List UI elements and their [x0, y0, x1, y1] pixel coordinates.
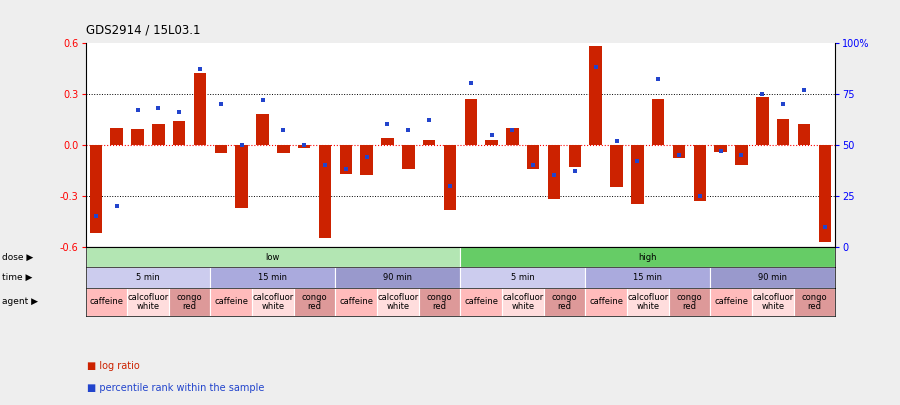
Bar	[710, 267, 835, 288]
Bar	[214, 145, 227, 153]
Bar	[194, 73, 206, 145]
Bar	[444, 145, 456, 209]
Bar	[590, 46, 602, 145]
Text: calcofluor
white: calcofluor white	[502, 292, 544, 311]
Text: caffeine: caffeine	[714, 297, 748, 307]
Bar	[756, 97, 769, 145]
Text: 90 min: 90 min	[758, 273, 788, 282]
Bar	[293, 288, 336, 316]
Bar	[461, 267, 585, 288]
Text: dose ▶: dose ▶	[2, 253, 33, 262]
Bar	[502, 288, 544, 316]
Bar	[797, 124, 810, 145]
Text: calcofluor
white: calcofluor white	[627, 292, 669, 311]
Bar	[818, 145, 831, 242]
Bar	[173, 121, 185, 145]
Bar	[402, 145, 415, 168]
Bar	[527, 145, 539, 168]
Text: GDS2914 / 15L03.1: GDS2914 / 15L03.1	[86, 24, 200, 37]
Bar	[461, 247, 835, 267]
Bar	[710, 288, 752, 316]
Bar	[127, 288, 169, 316]
Bar	[169, 288, 211, 316]
Text: 15 min: 15 min	[634, 273, 662, 282]
Bar	[111, 128, 123, 145]
Bar	[485, 140, 498, 145]
Text: high: high	[638, 253, 657, 262]
Bar	[610, 145, 623, 188]
Bar	[423, 140, 436, 145]
Text: caffeine: caffeine	[89, 297, 123, 307]
Text: caffeine: caffeine	[464, 297, 499, 307]
Text: congo
red: congo red	[302, 292, 328, 311]
Bar	[752, 288, 794, 316]
Bar	[794, 288, 835, 316]
Text: calcofluor
white: calcofluor white	[377, 292, 418, 311]
Bar	[652, 99, 664, 145]
Text: congo
red: congo red	[802, 292, 827, 311]
Bar	[585, 267, 710, 288]
Text: ■ log ratio: ■ log ratio	[87, 360, 140, 371]
Text: caffeine: caffeine	[590, 297, 623, 307]
Bar	[735, 145, 748, 165]
Text: 5 min: 5 min	[511, 273, 535, 282]
Bar	[256, 114, 269, 145]
Bar	[298, 145, 310, 148]
Bar	[86, 267, 211, 288]
Bar	[319, 145, 331, 239]
Text: 5 min: 5 min	[136, 273, 160, 282]
Bar	[86, 247, 460, 267]
Text: ■ percentile rank within the sample: ■ percentile rank within the sample	[87, 383, 265, 393]
Bar	[585, 288, 627, 316]
Bar	[464, 99, 477, 145]
Text: 90 min: 90 min	[383, 273, 412, 282]
Bar	[152, 124, 165, 145]
Bar	[277, 145, 290, 153]
Text: congo
red: congo red	[427, 292, 453, 311]
Text: congo
red: congo red	[552, 292, 577, 311]
Bar	[673, 145, 685, 158]
Bar	[360, 145, 373, 175]
Bar	[418, 288, 460, 316]
Bar	[382, 138, 393, 145]
Bar	[336, 288, 377, 316]
Bar	[211, 288, 252, 316]
Bar	[461, 288, 502, 316]
Bar	[377, 288, 418, 316]
Bar	[506, 128, 518, 145]
Text: calcofluor
white: calcofluor white	[752, 292, 794, 311]
Bar	[252, 288, 293, 316]
Bar	[339, 145, 352, 174]
Text: time ▶: time ▶	[2, 273, 32, 282]
Bar	[627, 288, 669, 316]
Bar	[715, 145, 727, 151]
Text: low: low	[266, 253, 280, 262]
Bar	[236, 145, 248, 208]
Bar	[336, 267, 460, 288]
Text: agent ▶: agent ▶	[2, 297, 38, 307]
Bar	[86, 288, 127, 316]
Text: 15 min: 15 min	[258, 273, 287, 282]
Text: caffeine: caffeine	[339, 297, 374, 307]
Text: congo
red: congo red	[677, 292, 702, 311]
Bar	[569, 145, 581, 167]
Text: calcofluor
white: calcofluor white	[128, 292, 168, 311]
Bar	[669, 288, 710, 316]
Bar	[131, 130, 144, 145]
Bar	[90, 145, 103, 233]
Bar	[544, 288, 585, 316]
Bar	[777, 119, 789, 145]
Bar	[211, 267, 336, 288]
Bar	[694, 145, 706, 201]
Text: calcofluor
white: calcofluor white	[252, 292, 293, 311]
Bar	[548, 145, 561, 199]
Bar	[631, 145, 644, 205]
Text: caffeine: caffeine	[214, 297, 248, 307]
Text: congo
red: congo red	[176, 292, 202, 311]
